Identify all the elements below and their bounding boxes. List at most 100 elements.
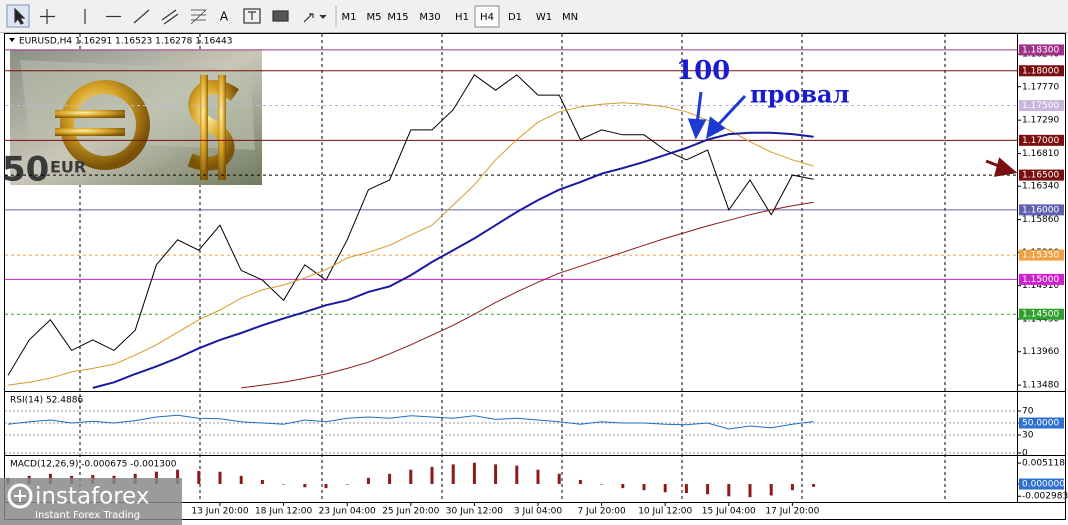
tool-dropdown[interactable] [319,14,327,19]
x-tick-label: 23 Jun 04:00 [319,507,376,517]
tool-trendline[interactable] [133,9,150,24]
x-tick-label: 7 Jul 20:00 [577,507,626,517]
watermark-logo [14,490,26,502]
annotation: провал [750,80,850,109]
photo-currency: EUR [50,158,86,177]
y-tick-label: 50.0000 [1022,419,1059,429]
annotation: 100 [676,56,730,86]
dollar-bar [218,75,226,180]
y-tick-highlight [1019,478,1064,490]
level-label-bg [1019,308,1064,320]
level-label-bg [1019,204,1064,216]
tool-text[interactable]: A [220,10,229,24]
level-label: 1.15350 [1022,251,1059,261]
histogram-bar [472,462,476,485]
y-tick-label: 1.17290 [1022,116,1059,126]
toolbar [0,0,1068,33]
arrow-head [687,118,707,140]
histogram-bar [451,464,455,485]
histogram-bar [409,469,413,485]
level-label: 1.18300 [1022,45,1059,55]
timeframe-button[interactable]: M15 [387,12,408,23]
level-label: 1.17000 [1022,136,1059,146]
tool-channel[interactable] [161,9,179,25]
y-tick-highlight [1019,417,1064,429]
histogram-bar [812,484,816,487]
x-tick-label: 18 Jun 12:00 [255,507,312,517]
tool-cursor[interactable] [14,7,26,25]
watermark-logo [7,483,33,509]
timeframe-button[interactable]: H4 [480,12,494,23]
y-tick-label: 1.15860 [1022,215,1059,225]
level-label: 1.17500 [1022,101,1059,111]
x-tick-label: 10 Jul 12:00 [638,507,692,517]
timeframe-button[interactable]: MN [562,12,578,23]
histogram-bar [366,477,370,485]
histogram-bar [706,484,710,495]
x-tick-label: 13 Jun 20:00 [191,507,248,517]
y-tick-label: 1.16340 [1022,182,1059,192]
arrow-head [705,116,726,139]
level-label-bg [1019,249,1064,261]
watermark-tagline: Instant Forex Trading [35,510,140,521]
x-tick-label: 15 Jul 04:00 [702,507,756,517]
level-label-bg [1019,65,1064,77]
y-tick-label: 1.14910 [1022,281,1059,291]
timeframe-button[interactable]: M5 [367,12,382,23]
euro-bar [55,128,125,136]
histogram-bar [557,473,561,485]
histogram-bar [154,471,158,485]
panel-title: RSI(14) 52.4886 [10,396,83,406]
y-tick-label: -0.002983 [1022,492,1068,502]
histogram-bar [727,484,731,497]
tool-label-t [248,11,256,20]
histogram-bar [388,473,392,485]
timeframe-button[interactable]: M30 [419,12,440,23]
histogram-bar [663,484,667,493]
level-label-bg [1019,44,1064,56]
y-tick-label: 1.16810 [1022,149,1059,159]
level-label: 1.15000 [1022,275,1059,285]
timeframe-button[interactable]: H1 [455,12,469,23]
histogram-bar [324,484,328,489]
y-tick-label: 0.005118 [1022,459,1065,469]
y-tick-label: 0.000000 [1022,480,1065,490]
tool-crosshair[interactable] [40,9,55,24]
histogram-bar [769,484,773,496]
photo-number: 50 [2,150,49,190]
annotation-arrows [687,91,747,140]
timeframes: M1 M5 M15 M30 H1 H4 D1 W1 MN [342,5,578,28]
arrow-shaft [695,91,703,125]
timeframe-active [474,5,500,28]
timeframe-button[interactable]: D1 [508,12,522,23]
level-label: 1.18000 [1022,66,1059,76]
level-label-bg [1019,169,1064,181]
watermark-brand: instaforex [35,484,150,510]
histogram-bar [536,469,540,485]
histogram-bar [642,484,646,491]
tool-fibo[interactable] [190,9,207,25]
tool-shapes[interactable] [272,10,289,22]
plot: 1.182401.177701.172901.168101.163401.158… [5,37,1068,517]
level-label-bg [1019,273,1064,285]
tool-label[interactable] [243,8,261,24]
euro-bar [55,110,125,118]
histogram-bar [282,484,286,485]
x-tick-label: 17 Jul 20:00 [765,507,819,517]
toolbar-tools [6,4,337,28]
arrow-head [993,157,1018,177]
y-tick-label: 1.13960 [1022,347,1059,357]
x-tick-label: 25 Jun 20:00 [382,507,439,517]
panel-title: MACD(12,26,9) -0.000675 -0.001300 [10,460,177,470]
histogram-bar [176,469,180,485]
level-label: 1.16500 [1022,171,1059,181]
histogram-bar [494,464,498,485]
tool-arrows[interactable] [303,13,314,23]
level-arrow [985,157,1018,177]
arrow-shaft [715,94,747,128]
watermark [0,478,182,525]
photo [10,50,262,185]
histogram-bar [197,470,201,485]
timeframe-button[interactable]: W1 [536,12,552,23]
timeframe-button[interactable]: M1 [342,12,357,23]
